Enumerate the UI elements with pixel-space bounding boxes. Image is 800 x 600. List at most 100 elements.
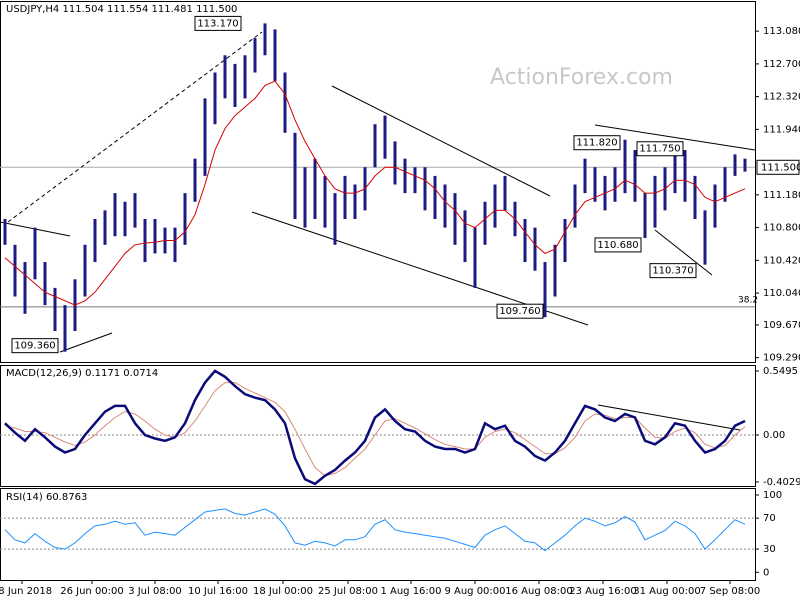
annotation-box <box>573 135 621 151</box>
price-bar <box>313 158 317 219</box>
moving-average <box>4 80 746 306</box>
price-bar <box>543 262 547 318</box>
price-bar <box>403 158 407 194</box>
price-bar <box>143 218 147 263</box>
price-bar <box>123 201 127 237</box>
price-bar <box>353 184 357 219</box>
price-bar <box>503 175 507 211</box>
price-bar <box>273 29 277 82</box>
y-tick-label: 0 <box>763 567 769 578</box>
annotation-label: 110.680 <box>597 240 638 251</box>
y-tick-label: 109.670 <box>763 320 800 331</box>
price-bar <box>463 210 467 263</box>
rsi-line <box>4 508 746 552</box>
watermark: ActionForex.com <box>490 65 673 90</box>
price-bar <box>333 193 337 245</box>
price-bar <box>623 139 627 194</box>
price-bar <box>473 227 477 288</box>
price-bar <box>443 184 447 228</box>
price-bar <box>393 141 397 185</box>
annotation-box <box>649 263 697 279</box>
price-bar <box>153 218 157 254</box>
price-bar <box>213 72 217 125</box>
macd-line <box>4 369 746 486</box>
price-bar <box>493 184 497 228</box>
annotation-label: 109.360 <box>14 341 55 352</box>
price-bar <box>293 132 297 219</box>
panel-frame <box>0 365 756 487</box>
price-bar <box>13 244 17 297</box>
price-bar <box>583 158 587 194</box>
price-bar <box>653 175 657 228</box>
trend-line <box>59 332 113 353</box>
price-bar <box>423 167 427 211</box>
macd-header: MACD(12,26,9) 0.1171 0.0714 <box>6 368 158 379</box>
x-tick-label: 26 Jun 00:00 <box>60 586 124 597</box>
annotation-label: 110.370 <box>652 266 693 277</box>
price-bar <box>433 175 437 219</box>
x-tick-label: 16 Aug 08:00 <box>505 586 572 597</box>
last-price-tag <box>756 159 800 175</box>
y-tick-label: 110.420 <box>763 255 800 266</box>
y-tick-label: 111.180 <box>763 190 800 201</box>
x-tick-label: 18 Jul 00:00 <box>253 586 313 597</box>
annotation-label: 113.170 <box>197 18 238 29</box>
price-bar <box>183 193 187 245</box>
price-bar <box>573 184 577 228</box>
last-price-label: 111.500 <box>761 162 800 173</box>
rsi-header: RSI(14) 60.8763 <box>6 492 87 503</box>
price-bar <box>223 55 227 99</box>
price-bar <box>383 115 387 159</box>
x-tick-label: 7 Sep 08:00 <box>700 586 760 597</box>
price-bar <box>343 175 347 219</box>
price-bar <box>593 167 597 202</box>
y-tick-label: 112.320 <box>763 92 800 103</box>
price-bar <box>93 218 97 263</box>
annotation-label: 111.820 <box>576 138 617 149</box>
price-bar <box>563 218 567 263</box>
price-bar <box>673 145 677 194</box>
price-bar <box>33 227 37 280</box>
price-bar <box>113 193 117 237</box>
price-bar <box>253 38 257 73</box>
x-tick-label: 10 Jul 16:00 <box>188 586 248 597</box>
price-bar <box>713 184 717 228</box>
price-bar <box>683 150 687 202</box>
price-bar <box>283 72 287 133</box>
y-tick-label: 0.00 <box>763 430 785 441</box>
annotation-box <box>636 141 684 157</box>
price-bar <box>693 175 697 219</box>
price-bar <box>733 154 737 176</box>
price-bar <box>173 227 177 263</box>
y-tick-label: 110.800 <box>763 223 800 234</box>
price-bar <box>133 193 137 228</box>
trend-line <box>654 229 713 276</box>
x-tick-label: 31 Aug 00:00 <box>633 586 700 597</box>
price-bar <box>43 262 47 306</box>
x-tick-label: 25 Jul 08:00 <box>318 586 378 597</box>
annotation-box <box>496 303 544 319</box>
y-tick-label: 113.080 <box>763 26 800 37</box>
trend-line <box>331 85 551 197</box>
price-bar <box>103 210 107 245</box>
price-bar <box>323 175 327 228</box>
price-bar <box>613 167 617 202</box>
annotation-label: 109.760 <box>499 306 540 317</box>
y-tick-label: 112.700 <box>763 59 800 70</box>
fib-label: 38.2 <box>738 295 758 305</box>
price-bar <box>373 124 377 168</box>
price-bar <box>303 167 307 228</box>
price-bar <box>53 287 57 331</box>
price-bar <box>193 158 197 202</box>
price-bar <box>203 98 207 176</box>
x-tick-label: 23 Aug 16:00 <box>569 586 636 597</box>
y-tick-label: 100 <box>763 490 782 501</box>
trend-line <box>7 31 263 223</box>
price-bar <box>23 262 27 314</box>
y-tick-label: 109.290 <box>763 353 800 364</box>
y-tick-label: 30 <box>763 544 776 555</box>
chart-header: USDJPY,H4 111.504 111.554 111.481 111.50… <box>6 4 237 15</box>
x-tick-label: 18 Jun 2018 <box>0 586 52 597</box>
y-tick-label: -0.4029 <box>763 477 800 488</box>
trend-line <box>594 124 756 151</box>
